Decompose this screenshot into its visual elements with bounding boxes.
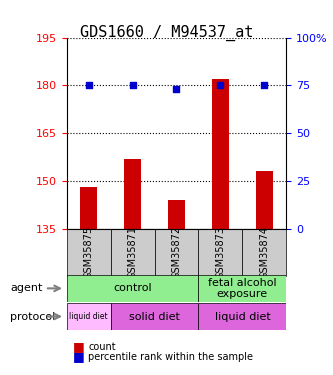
Point	[262, 82, 267, 88]
Bar	[80, 188, 97, 229]
Text: GSM35874: GSM35874	[259, 226, 269, 279]
FancyBboxPatch shape	[67, 229, 111, 276]
Text: protocol: protocol	[10, 312, 55, 321]
FancyBboxPatch shape	[111, 229, 155, 276]
Text: GSM35875: GSM35875	[84, 226, 94, 279]
Text: count: count	[88, 342, 116, 352]
FancyBboxPatch shape	[67, 275, 198, 302]
Bar	[212, 79, 229, 229]
FancyBboxPatch shape	[198, 275, 286, 302]
Bar	[124, 159, 141, 229]
Point	[130, 82, 135, 88]
Text: GDS1660 / M94537_at: GDS1660 / M94537_at	[80, 24, 253, 40]
Text: liquid diet: liquid diet	[214, 312, 270, 321]
FancyBboxPatch shape	[198, 229, 242, 276]
Text: ■: ■	[73, 340, 85, 353]
Bar	[256, 171, 273, 229]
Point	[174, 86, 179, 92]
FancyBboxPatch shape	[155, 229, 198, 276]
Text: ■: ■	[73, 351, 85, 363]
Text: GSM35872: GSM35872	[171, 226, 181, 279]
Bar	[168, 200, 185, 229]
FancyBboxPatch shape	[198, 303, 286, 330]
Text: GSM35873: GSM35873	[215, 226, 225, 279]
Text: liquid diet: liquid diet	[69, 312, 108, 321]
Text: solid diet: solid diet	[129, 312, 180, 321]
FancyBboxPatch shape	[242, 229, 286, 276]
Text: GSM35871: GSM35871	[128, 226, 138, 279]
Point	[86, 82, 91, 88]
FancyBboxPatch shape	[67, 303, 111, 330]
Point	[218, 82, 223, 88]
Text: control: control	[113, 284, 152, 293]
Text: percentile rank within the sample: percentile rank within the sample	[88, 352, 253, 362]
FancyBboxPatch shape	[111, 303, 198, 330]
Text: fetal alcohol
exposure: fetal alcohol exposure	[208, 278, 277, 299]
Text: agent: agent	[10, 284, 42, 293]
